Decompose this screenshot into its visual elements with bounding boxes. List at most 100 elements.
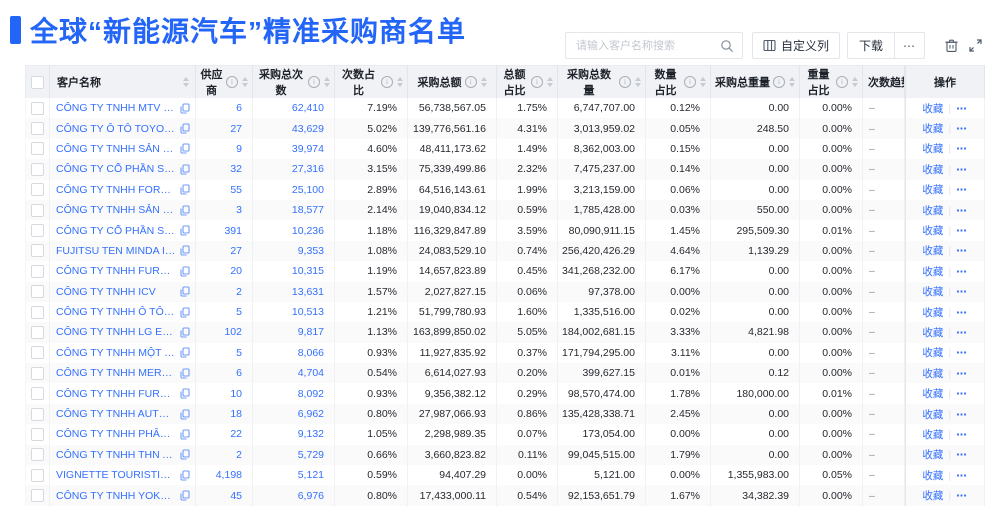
row-checkbox[interactable] — [31, 325, 44, 339]
copy-icon[interactable] — [180, 490, 190, 501]
customer-name-link[interactable]: CÔNG TY TNHH ICV — [56, 285, 156, 298]
row-more-button[interactable]: ⋯ — [956, 163, 968, 176]
customer-name-link[interactable]: CÔNG TY CỔ PHẦN SẢN XUẤT... — [56, 163, 176, 176]
customer-name-link[interactable]: CÔNG TY TNHH FURUKAWA A... — [56, 265, 176, 278]
copy-icon[interactable] — [180, 449, 190, 460]
row-more-button[interactable]: ⋯ — [956, 143, 968, 156]
sort-icon[interactable] — [242, 77, 248, 87]
favorite-link[interactable]: 收藏 — [922, 490, 944, 503]
row-more-button[interactable]: ⋯ — [956, 102, 968, 115]
copy-icon[interactable] — [180, 470, 190, 481]
sort-icon[interactable] — [852, 77, 858, 87]
row-more-button[interactable]: ⋯ — [956, 469, 968, 482]
row-more-button[interactable]: ⋯ — [956, 265, 968, 278]
row-more-button[interactable]: ⋯ — [956, 388, 968, 401]
row-more-button[interactable]: ⋯ — [956, 204, 968, 217]
search-input[interactable] — [573, 38, 720, 53]
favorite-link[interactable]: 收藏 — [922, 225, 944, 238]
favorite-link[interactable]: 收藏 — [922, 102, 944, 115]
info-icon[interactable]: i — [619, 76, 631, 88]
row-more-button[interactable]: ⋯ — [956, 306, 968, 319]
row-more-button[interactable]: ⋯ — [956, 347, 968, 360]
favorite-link[interactable]: 收藏 — [922, 286, 944, 299]
copy-icon[interactable] — [180, 103, 190, 114]
copy-icon[interactable] — [180, 429, 190, 440]
copy-icon[interactable] — [180, 327, 190, 338]
row-more-button[interactable]: ⋯ — [956, 245, 968, 258]
favorite-link[interactable]: 收藏 — [922, 306, 944, 319]
customer-name-link[interactable]: CÔNG TY TNHH SẢN XUẤT VÀ ... — [56, 204, 176, 217]
copy-icon[interactable] — [180, 307, 190, 318]
info-icon[interactable]: i — [226, 76, 238, 88]
customer-name-link[interactable]: CÔNG TY TNHH LG ELECTRON... — [56, 326, 176, 339]
customer-name-link[interactable]: CÔNG TY TNHH PHÂN PHỐI T... — [56, 428, 176, 441]
trash-icon[interactable] — [941, 36, 961, 56]
copy-icon[interactable] — [180, 205, 190, 216]
customer-name-link[interactable]: CÔNG TY TNHH MỘT THÀNH V... — [56, 346, 176, 359]
row-more-button[interactable]: ⋯ — [956, 449, 968, 462]
row-more-button[interactable]: ⋯ — [956, 428, 968, 441]
customer-name-link[interactable]: CÔNG TY TNHH AUTEL VIỆT N... — [56, 408, 176, 421]
sort-icon[interactable] — [635, 77, 641, 87]
customer-name-link[interactable]: CÔNG TY TNHH YOKOWO VIỆT... — [56, 489, 176, 502]
row-checkbox[interactable] — [31, 366, 44, 380]
row-more-button[interactable]: ⋯ — [956, 123, 968, 136]
customer-name-link[interactable]: CÔNG TY TNHH FURUKAWA A... — [56, 387, 176, 400]
copy-icon[interactable] — [180, 388, 190, 399]
info-icon[interactable]: i — [308, 76, 320, 88]
sort-icon[interactable] — [547, 77, 553, 87]
favorite-link[interactable]: 收藏 — [922, 204, 944, 217]
fullscreen-icon[interactable] — [965, 36, 985, 56]
download-button[interactable]: 下载 — [858, 39, 883, 53]
sort-icon[interactable] — [700, 77, 706, 87]
row-checkbox[interactable] — [31, 305, 44, 319]
info-icon[interactable]: i — [773, 76, 785, 88]
sort-icon[interactable] — [397, 77, 403, 87]
row-checkbox[interactable] — [31, 489, 44, 503]
customer-name-link[interactable]: CÔNG TY TNHH FORD VIỆT NAM — [56, 183, 176, 196]
row-more-button[interactable]: ⋯ — [956, 408, 968, 421]
favorite-link[interactable]: 收藏 — [922, 163, 944, 176]
info-icon[interactable]: i — [531, 76, 543, 88]
favorite-link[interactable]: 收藏 — [922, 388, 944, 401]
row-more-button[interactable]: ⋯ — [956, 184, 968, 197]
copy-icon[interactable] — [180, 184, 190, 195]
info-icon[interactable]: i — [684, 76, 696, 88]
row-checkbox[interactable] — [31, 203, 44, 217]
customer-name-link[interactable]: VIGNETTE TOURISTIQUE G UNI... — [56, 469, 176, 482]
row-checkbox[interactable] — [31, 264, 44, 278]
favorite-link[interactable]: 收藏 — [922, 143, 944, 156]
copy-icon[interactable] — [180, 266, 190, 277]
row-checkbox[interactable] — [31, 346, 44, 360]
row-checkbox[interactable] — [31, 244, 44, 258]
row-checkbox[interactable] — [31, 162, 44, 176]
favorite-link[interactable]: 收藏 — [922, 265, 944, 278]
row-checkbox[interactable] — [31, 183, 44, 197]
row-checkbox[interactable] — [31, 122, 44, 136]
customer-name-link[interactable]: CÔNG TY TNHH SẢN XUẤT VÀ ... — [56, 142, 176, 155]
favorite-link[interactable]: 收藏 — [922, 347, 944, 360]
favorite-link[interactable]: 收藏 — [922, 123, 944, 136]
customer-name-link[interactable]: CÔNG TY TNHH THN AUTOPAR... — [56, 448, 176, 461]
copy-icon[interactable] — [180, 164, 190, 175]
customer-name-link[interactable]: FUJITSU TEN MINDA INDIA PVT... — [56, 244, 176, 257]
favorite-link[interactable]: 收藏 — [922, 184, 944, 197]
customer-name-link[interactable]: CÔNG TY Ô TÔ TOYOTA VIỆT ... — [56, 122, 176, 135]
copy-icon[interactable] — [180, 286, 190, 297]
copy-icon[interactable] — [180, 408, 190, 420]
sort-icon[interactable] — [789, 77, 795, 87]
favorite-link[interactable]: 收藏 — [922, 408, 944, 421]
sort-icon[interactable] — [324, 77, 330, 87]
favorite-link[interactable]: 收藏 — [922, 326, 944, 339]
customer-name-link[interactable]: CÔNG TY TNHH MERCEDES-B... — [56, 367, 176, 380]
copy-icon[interactable] — [180, 123, 190, 134]
row-more-button[interactable]: ⋯ — [956, 490, 968, 503]
row-checkbox[interactable] — [31, 427, 44, 441]
customer-name-link[interactable]: CÔNG TY CỔ PHẦN SẢN XUẤT... — [56, 224, 176, 237]
row-checkbox[interactable] — [31, 101, 44, 115]
sort-icon[interactable] — [480, 77, 487, 87]
row-checkbox[interactable] — [31, 407, 44, 421]
row-checkbox[interactable] — [31, 285, 44, 299]
row-checkbox[interactable] — [31, 448, 44, 462]
row-more-button[interactable]: ⋯ — [956, 286, 968, 299]
